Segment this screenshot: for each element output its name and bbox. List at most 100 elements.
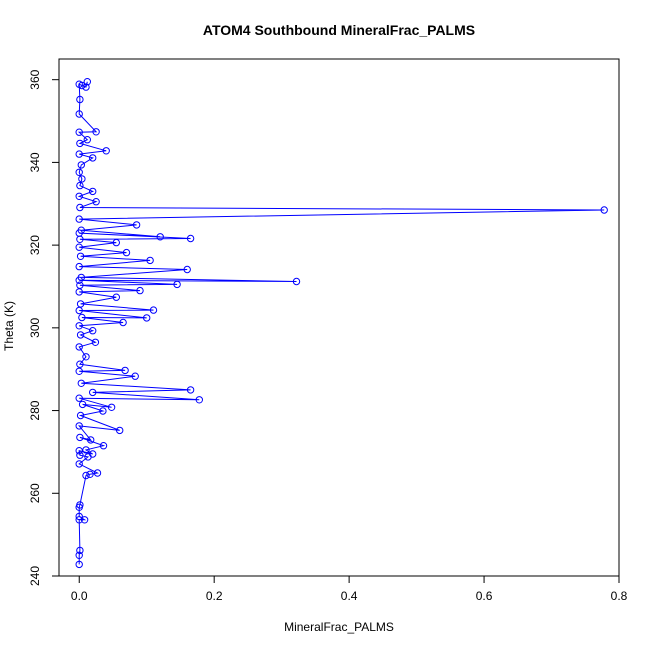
chart-title: ATOM4 Southbound MineralFrac_PALMS: [203, 22, 475, 38]
data-point: [89, 388, 97, 397]
data-point: [132, 221, 141, 229]
x-axis-label: MineralFrac_PALMS: [284, 620, 394, 634]
data-point: [80, 516, 89, 524]
data-point: [75, 192, 83, 201]
data-point: [75, 512, 83, 521]
data-point: [107, 403, 116, 411]
x-tick-label: 0.0: [71, 589, 88, 603]
data-point: [149, 306, 158, 314]
data-point: [89, 450, 97, 458]
data-point: [75, 551, 83, 559]
data-point: [76, 281, 84, 289]
data-point: [292, 277, 301, 286]
data-point: [75, 394, 83, 402]
y-axis: 240 260 280 300 320 340 360: [28, 69, 59, 586]
data-point: [82, 446, 90, 454]
series-points: [75, 78, 608, 569]
x-tick-label: 0.6: [476, 589, 493, 603]
data-point: [78, 175, 86, 183]
data-point: [92, 128, 100, 136]
data-point: [83, 136, 92, 144]
data-point: [92, 198, 100, 206]
data-point: [77, 161, 86, 169]
data-point: [76, 203, 84, 212]
data-point: [136, 286, 144, 295]
x-axis: 0.0 0.2 0.4 0.6 0.8: [71, 576, 628, 603]
data-point: [77, 379, 86, 387]
data-point: [121, 366, 129, 375]
data-point: [86, 470, 94, 478]
data-point: [75, 243, 83, 251]
data-point: [78, 81, 86, 90]
data-point: [600, 206, 608, 214]
data-point: [146, 256, 154, 265]
y-axis-label: Theta (K): [2, 301, 16, 351]
x-tick-label: 0.8: [611, 589, 628, 603]
data-point: [186, 386, 195, 394]
y-tick-label: 340: [28, 152, 42, 172]
data-point: [78, 313, 86, 322]
data-point: [77, 226, 86, 234]
data-point: [75, 516, 83, 524]
data-point: [82, 83, 90, 91]
data-point: [75, 322, 83, 330]
y-tick-label: 320: [28, 235, 42, 255]
data-point: [76, 360, 84, 368]
data-point: [75, 422, 83, 430]
data-point: [183, 265, 191, 274]
data-point: [76, 252, 85, 260]
data-point: [75, 128, 83, 136]
data-point: [99, 442, 108, 450]
y-tick-label: 260: [28, 483, 42, 503]
data-point: [76, 331, 85, 339]
data-point: [76, 411, 85, 420]
data-point: [78, 400, 87, 409]
data-point: [75, 560, 83, 569]
data-point: [76, 95, 84, 104]
data-point: [143, 314, 151, 322]
data-point: [112, 238, 121, 247]
plot-frame: [58, 58, 620, 577]
data-point: [75, 343, 83, 351]
data-point: [122, 248, 131, 257]
data-point: [82, 471, 90, 480]
data-point: [76, 139, 84, 148]
data-point: [89, 327, 97, 335]
series-line: [77, 81, 605, 565]
data-point: [131, 372, 139, 380]
series-lines: [77, 81, 605, 565]
data-point: [82, 353, 90, 361]
data-point: [76, 501, 84, 509]
data-point: [75, 262, 83, 271]
data-point: [91, 338, 100, 346]
data-point: [83, 78, 92, 86]
data-point: [112, 293, 121, 301]
x-tick-label: 0.4: [341, 589, 358, 603]
y-tick-label: 240: [28, 566, 42, 586]
data-point: [76, 451, 84, 459]
data-point: [87, 436, 95, 444]
data-point: [93, 469, 102, 477]
data-point: [186, 234, 195, 243]
data-point: [75, 460, 83, 468]
data-point: [102, 147, 110, 155]
data-point: [76, 181, 84, 190]
y-tick-label: 360: [28, 69, 42, 89]
data-point: [99, 407, 107, 415]
data-point: [76, 546, 84, 555]
data-point: [156, 233, 164, 241]
data-point: [77, 273, 86, 282]
y-tick-label: 280: [28, 400, 42, 420]
data-point: [75, 110, 83, 118]
x-tick-label: 0.2: [206, 589, 223, 603]
data-point: [89, 187, 97, 196]
data-point: [195, 396, 204, 404]
data-point: [76, 433, 84, 442]
data-point: [75, 367, 83, 375]
data-point: [119, 318, 127, 327]
data-point: [173, 280, 181, 289]
data-point: [89, 154, 97, 162]
data-point: [75, 150, 83, 158]
